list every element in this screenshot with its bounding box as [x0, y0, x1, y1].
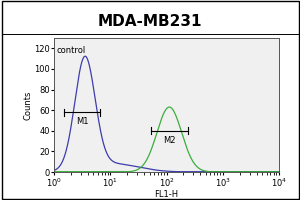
X-axis label: FL1-H: FL1-H — [154, 190, 178, 199]
Text: M1: M1 — [76, 117, 88, 126]
Text: control: control — [57, 46, 86, 55]
Text: M2: M2 — [163, 136, 176, 145]
Text: MDA-MB231: MDA-MB231 — [98, 14, 202, 29]
Y-axis label: Counts: Counts — [24, 90, 33, 120]
